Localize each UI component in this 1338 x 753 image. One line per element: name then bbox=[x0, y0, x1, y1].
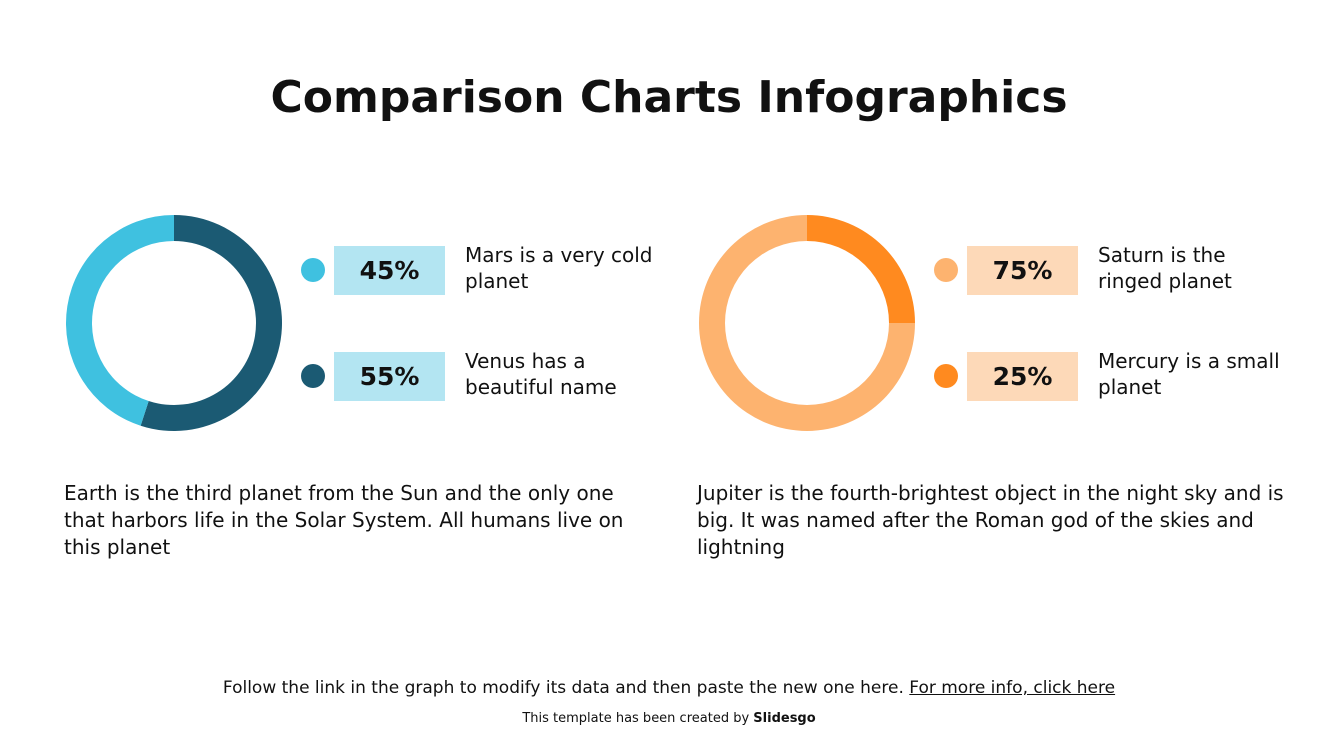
legend-dot bbox=[301, 364, 325, 388]
category-label: Mars is a very cold planet bbox=[465, 243, 653, 293]
brand: Slidesgo bbox=[753, 711, 816, 726]
description: Jupiter is the fourth-brightest object i… bbox=[697, 481, 1284, 559]
footer-note: Follow the link in the graph to modify i… bbox=[0, 678, 1338, 698]
chart: 45% Mars is a very cold planet 55% Venus ha… bbox=[64, 200, 684, 580]
donut-segment bbox=[65, 215, 174, 426]
donut-segment bbox=[140, 215, 282, 431]
value-label: 75% bbox=[967, 246, 1078, 295]
description: Earth is the third planet from the Sun a… bbox=[64, 481, 624, 559]
credit: This template has been created by Slides… bbox=[0, 711, 1338, 726]
category-label: Venus has a beautiful name bbox=[465, 349, 617, 399]
legend-dot bbox=[934, 258, 958, 282]
value-label: 25% bbox=[967, 352, 1078, 401]
donut bbox=[699, 215, 915, 431]
category-label: Saturn is the ringed planet bbox=[1098, 243, 1232, 293]
legend-dot bbox=[934, 364, 958, 388]
donut-segment bbox=[807, 215, 915, 323]
value-label: 45% bbox=[334, 246, 445, 295]
title: Comparison Charts Infographics bbox=[270, 72, 1068, 123]
legend-dot bbox=[301, 258, 325, 282]
info-link[interactable]: For more info, click here bbox=[909, 678, 1116, 698]
value-label: 55% bbox=[334, 352, 445, 401]
donut bbox=[65, 215, 282, 431]
category-label: Mercury is a small planet bbox=[1098, 349, 1280, 399]
chart: 75% Saturn is the ringed planet 25% Mercury… bbox=[697, 200, 1317, 580]
credit-text: This template has been created by bbox=[522, 711, 750, 726]
note-text: Follow the link in the graph to modify i… bbox=[222, 678, 904, 698]
